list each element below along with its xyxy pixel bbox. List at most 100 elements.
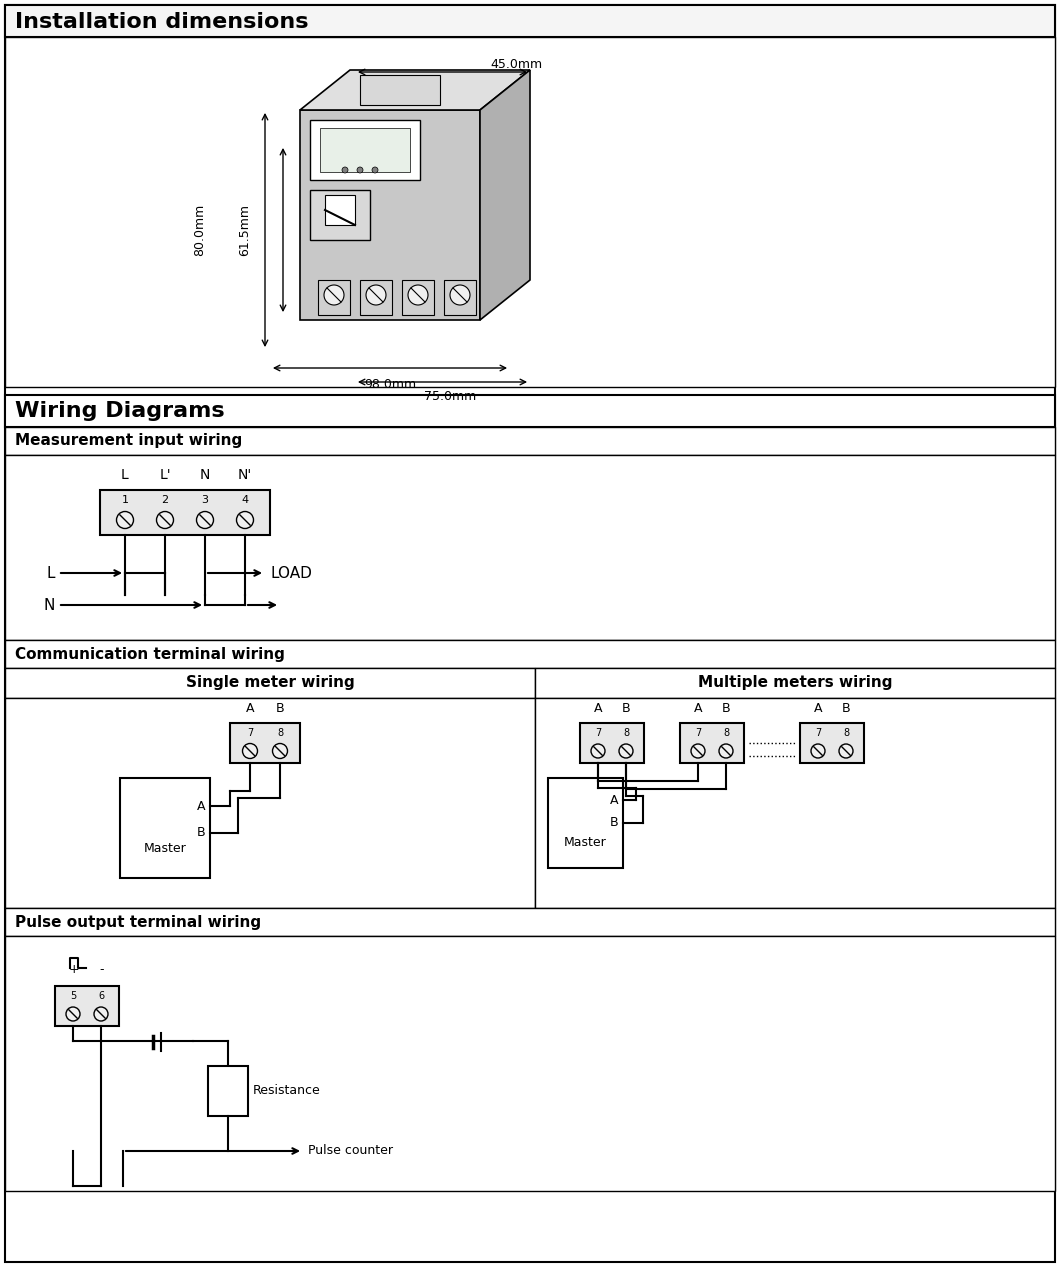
Circle shape xyxy=(619,744,633,758)
Circle shape xyxy=(66,1007,80,1021)
Bar xyxy=(5,427,1055,455)
Text: A: A xyxy=(594,702,602,715)
Bar xyxy=(310,120,420,180)
Bar xyxy=(800,723,864,763)
Text: Communication terminal wiring: Communication terminal wiring xyxy=(15,646,285,661)
Circle shape xyxy=(157,512,174,528)
Text: B: B xyxy=(842,702,850,715)
Bar xyxy=(120,778,210,878)
Bar xyxy=(5,5,1055,37)
Circle shape xyxy=(811,744,825,758)
Text: Single meter wiring: Single meter wiring xyxy=(186,675,354,691)
Text: A: A xyxy=(246,702,254,715)
Circle shape xyxy=(357,167,363,174)
Bar xyxy=(310,190,370,239)
Circle shape xyxy=(117,512,134,528)
Text: 8: 8 xyxy=(723,729,729,737)
Bar xyxy=(5,698,535,908)
Text: Measurement input wiring: Measurement input wiring xyxy=(15,433,243,449)
Text: A: A xyxy=(693,702,702,715)
Text: 6: 6 xyxy=(98,991,104,1001)
Text: B: B xyxy=(621,702,631,715)
Circle shape xyxy=(591,744,605,758)
Text: B: B xyxy=(722,702,730,715)
Text: B: B xyxy=(276,702,284,715)
Bar xyxy=(208,1066,248,1116)
Circle shape xyxy=(840,744,853,758)
Text: 75.0mm: 75.0mm xyxy=(424,390,476,403)
Text: 45.0mm: 45.0mm xyxy=(490,58,542,71)
Text: Master: Master xyxy=(143,841,187,854)
Text: 80.0mm: 80.0mm xyxy=(194,204,207,256)
Text: B: B xyxy=(610,816,618,830)
Text: B: B xyxy=(196,826,205,840)
Text: 2: 2 xyxy=(161,495,169,506)
Text: N': N' xyxy=(237,468,252,481)
Circle shape xyxy=(719,744,734,758)
Bar xyxy=(100,490,270,535)
Bar xyxy=(580,723,644,763)
Text: Wiring Diagrams: Wiring Diagrams xyxy=(15,400,225,421)
Polygon shape xyxy=(460,315,490,340)
Bar xyxy=(444,280,476,315)
Bar xyxy=(325,195,355,226)
Bar xyxy=(5,936,1055,1191)
Bar xyxy=(535,698,1055,908)
Bar xyxy=(548,778,623,868)
Circle shape xyxy=(196,512,213,528)
Polygon shape xyxy=(270,334,510,355)
Bar xyxy=(318,280,350,315)
Bar xyxy=(402,280,434,315)
Polygon shape xyxy=(290,315,310,340)
Circle shape xyxy=(243,744,258,759)
Text: A: A xyxy=(814,702,823,715)
Polygon shape xyxy=(300,110,480,321)
Bar xyxy=(360,280,392,315)
Circle shape xyxy=(408,285,428,305)
Polygon shape xyxy=(480,70,530,321)
Text: Resistance: Resistance xyxy=(253,1085,321,1097)
Bar xyxy=(5,908,1055,936)
Text: 7: 7 xyxy=(247,729,253,737)
Text: 61.5mm: 61.5mm xyxy=(238,204,251,256)
Text: N: N xyxy=(43,598,55,612)
Text: 5: 5 xyxy=(70,991,76,1001)
Text: L: L xyxy=(121,468,129,481)
Text: A: A xyxy=(196,799,205,812)
Circle shape xyxy=(372,167,378,174)
Circle shape xyxy=(366,285,386,305)
Text: 7: 7 xyxy=(815,729,822,737)
Text: 4: 4 xyxy=(242,495,248,506)
Text: 1: 1 xyxy=(122,495,128,506)
Bar xyxy=(55,986,119,1026)
Bar xyxy=(5,455,1055,640)
Text: +: + xyxy=(69,963,80,976)
Circle shape xyxy=(691,744,705,758)
Text: Installation dimensions: Installation dimensions xyxy=(15,11,308,32)
Text: 7: 7 xyxy=(695,729,701,737)
Circle shape xyxy=(272,744,287,759)
Circle shape xyxy=(342,167,348,174)
Text: Pulse output terminal wiring: Pulse output terminal wiring xyxy=(15,915,261,930)
Text: 3: 3 xyxy=(201,495,209,506)
Bar xyxy=(681,723,744,763)
Bar xyxy=(5,668,535,698)
Text: 8: 8 xyxy=(623,729,629,737)
Bar xyxy=(5,640,1055,668)
Circle shape xyxy=(236,512,253,528)
Text: 8: 8 xyxy=(277,729,283,737)
Text: L: L xyxy=(47,565,55,580)
Polygon shape xyxy=(300,70,530,110)
Text: Pulse counter: Pulse counter xyxy=(308,1144,393,1158)
Text: Multiple meters wiring: Multiple meters wiring xyxy=(697,675,893,691)
Bar xyxy=(320,128,410,172)
Text: A: A xyxy=(610,793,618,807)
Bar xyxy=(535,668,1055,698)
Bar xyxy=(360,75,440,105)
Text: 98.0mm: 98.0mm xyxy=(364,378,417,392)
Circle shape xyxy=(450,285,470,305)
Bar xyxy=(230,723,300,763)
Bar xyxy=(5,37,1055,386)
Bar xyxy=(5,395,1055,427)
Circle shape xyxy=(94,1007,108,1021)
